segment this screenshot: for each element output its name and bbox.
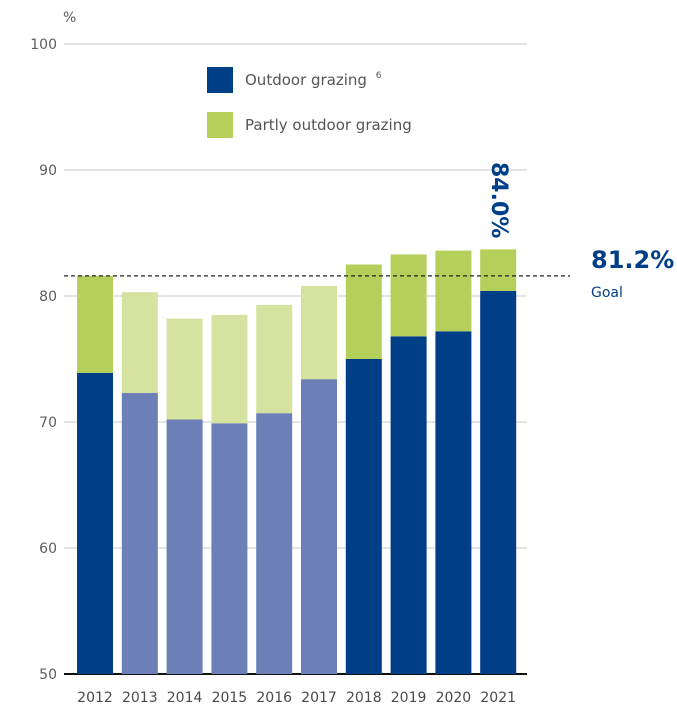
y-tick-100: 100: [30, 37, 57, 53]
x-tick-2013: 2013: [122, 690, 158, 706]
y-tick-labels: 50 60 70 80 90 100: [30, 37, 57, 683]
y-tick-80: 80: [39, 289, 57, 305]
legend-swatch-partly-outdoor-grazing: [207, 112, 233, 138]
goal-value-label: 81.2%: [591, 246, 674, 274]
x-tick-2015: 2015: [212, 690, 248, 706]
x-tick-2016: 2016: [256, 690, 292, 706]
bar-outdoor-grazing-2013: [121, 393, 158, 674]
bar-partly-outdoor-grazing-2014: [166, 318, 203, 420]
bar-outdoor-grazing-2014: [166, 419, 203, 674]
bar-partly-outdoor-grazing-2013: [121, 292, 158, 394]
x-tick-2017: 2017: [301, 690, 337, 706]
bar-outdoor-grazing-2021: [480, 290, 517, 674]
bar-partly-outdoor-grazing-2018: [345, 264, 382, 359]
y-unit-label: %: [63, 10, 76, 26]
legend-label-partly-outdoor-grazing: Partly outdoor grazing: [245, 116, 412, 134]
bar-outdoor-grazing-2020: [435, 331, 472, 674]
x-tick-2012: 2012: [77, 690, 113, 706]
x-tick-labels: 2012 2013 2014 2015 2016 2017 2018 2019 2020 2021: [77, 690, 516, 706]
x-tick-2020: 2020: [436, 690, 472, 706]
legend-swatch-outdoor-grazing: [207, 67, 233, 93]
bar-outdoor-grazing-2018: [345, 359, 382, 674]
bar-partly-outdoor-grazing-2016: [256, 304, 293, 414]
y-tick-50: 50: [39, 667, 57, 683]
bars: [77, 249, 517, 674]
bar-partly-outdoor-grazing-2021: [480, 249, 517, 291]
bar-outdoor-grazing-2015: [211, 423, 248, 674]
bar-outdoor-grazing-2016: [256, 413, 293, 674]
x-tick-2014: 2014: [167, 690, 203, 706]
y-tick-60: 60: [39, 541, 57, 557]
goal-label: Goal: [591, 285, 623, 301]
bar-outdoor-grazing-2012: [77, 372, 113, 674]
bar-partly-outdoor-grazing-2020: [435, 250, 472, 332]
y-tick-70: 70: [39, 415, 57, 431]
y-tick-90: 90: [39, 163, 57, 179]
bar-partly-outdoor-grazing-2015: [211, 314, 248, 424]
x-tick-2019: 2019: [391, 690, 427, 706]
annotation-2021-total: 84.0%: [486, 162, 511, 238]
x-tick-2018: 2018: [346, 690, 382, 706]
bar-partly-outdoor-grazing-2012: [77, 275, 113, 373]
bar-partly-outdoor-grazing-2017: [301, 285, 337, 380]
x-tick-2021: 2021: [480, 690, 516, 706]
bar-partly-outdoor-grazing-2019: [390, 254, 427, 337]
bar-outdoor-grazing-2017: [301, 379, 337, 674]
legend-footnote-marker: 6: [376, 71, 382, 81]
legend: Outdoor grazing 6 Partly outdoor grazing: [207, 67, 412, 138]
bar-outdoor-grazing-2019: [390, 336, 427, 674]
legend-label-outdoor-grazing: Outdoor grazing 6: [245, 71, 382, 89]
